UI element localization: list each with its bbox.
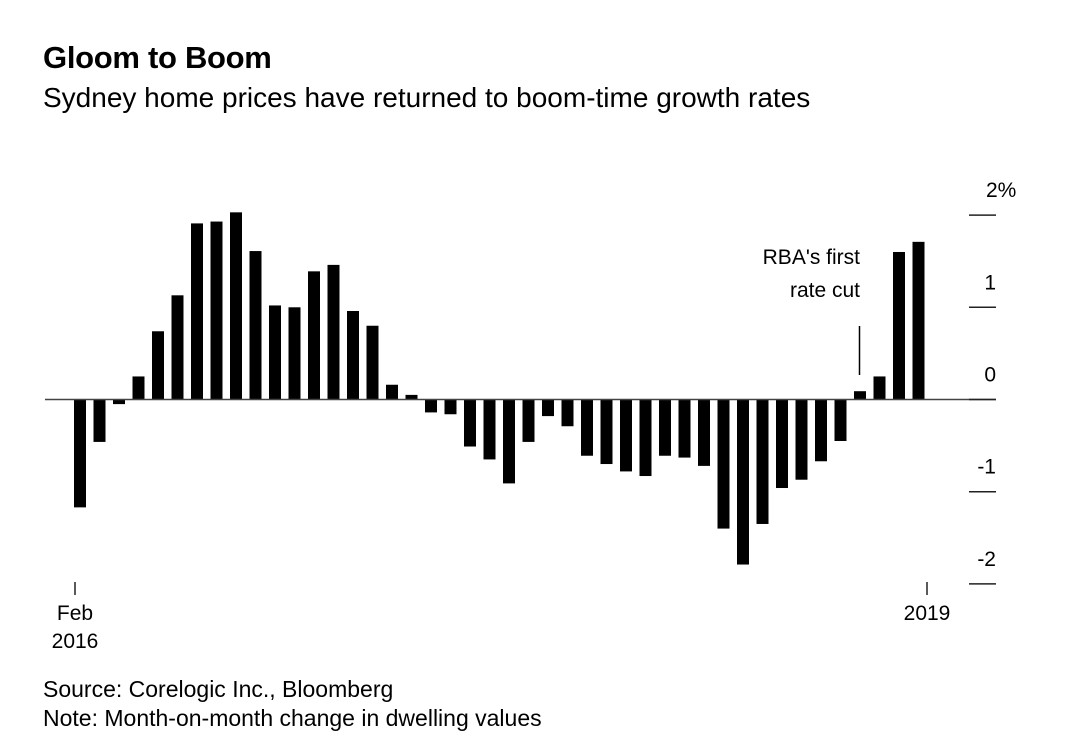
- bar-26: [581, 399, 593, 456]
- bar-31: [678, 399, 691, 458]
- bar-2: [113, 399, 125, 405]
- y-axis: 2% 1 0 -1 -2: [969, 179, 1016, 585]
- bar-5: [171, 295, 184, 400]
- bar-28: [620, 399, 632, 472]
- annotation-group: RBA's first rate cut: [763, 246, 861, 375]
- bar-14: [347, 310, 359, 400]
- y-tick-label-1: 1: [984, 271, 996, 294]
- bar-9: [249, 251, 262, 400]
- bar-17: [405, 394, 418, 400]
- bar-30: [659, 399, 671, 456]
- bar-39: [834, 399, 847, 441]
- source-note: Source: Corelogic Inc., Bloomberg: [43, 676, 394, 702]
- bar-40: [854, 391, 866, 400]
- bar-21: [483, 399, 496, 460]
- bar-36: [776, 399, 788, 489]
- bar-0: [74, 399, 86, 508]
- y-tick-label-2: 0: [984, 364, 996, 387]
- footnote: Note: Month-on-month change in dwelling …: [43, 705, 542, 731]
- bar-10: [269, 305, 281, 400]
- bar-8: [230, 212, 242, 400]
- x-tick-label-1: 2019: [904, 602, 951, 625]
- bar-33: [717, 399, 730, 529]
- bar-12: [308, 271, 320, 400]
- bar-25: [561, 399, 574, 427]
- bar-19: [444, 399, 457, 415]
- bar-41: [873, 376, 886, 400]
- bar-15: [366, 325, 379, 400]
- bar-18: [425, 399, 437, 413]
- bar-27: [600, 399, 613, 465]
- bar-29: [639, 399, 652, 477]
- bar-16: [386, 384, 398, 400]
- bar-37: [795, 399, 808, 480]
- bar-6: [191, 223, 203, 400]
- bar-34: [737, 399, 749, 565]
- y-tick-label-0: 2%: [986, 179, 1016, 202]
- y-tick-label-4: -2: [977, 548, 996, 571]
- bar-22: [503, 399, 515, 484]
- x-tick-label-0: Feb: [57, 602, 93, 625]
- bar-3: [132, 376, 145, 400]
- bar-1: [93, 399, 106, 442]
- y-tick-label-3: -1: [977, 456, 996, 479]
- bar-11: [288, 307, 301, 400]
- annotation-text-line1: RBA's first: [763, 246, 861, 269]
- chart-subtitle: Sydney home prices have returned to boom…: [43, 82, 811, 113]
- bar-38: [815, 399, 827, 462]
- x-tick-label-0-year: 2016: [52, 630, 99, 653]
- annotation-text-line2: rate cut: [790, 279, 860, 302]
- bar-42: [893, 251, 905, 400]
- bar-43: [912, 241, 925, 400]
- bar-7: [210, 221, 223, 400]
- bar-13: [327, 264, 340, 400]
- bar-20: [464, 399, 476, 447]
- x-axis: Feb 2016 2019: [52, 582, 951, 653]
- bar-4: [152, 331, 164, 400]
- bar-24: [542, 399, 554, 417]
- bar-35: [756, 399, 769, 524]
- bars-group: [74, 212, 925, 565]
- bar-32: [698, 399, 710, 466]
- bar-23: [522, 399, 535, 442]
- chart-title: Gloom to Boom: [43, 40, 272, 75]
